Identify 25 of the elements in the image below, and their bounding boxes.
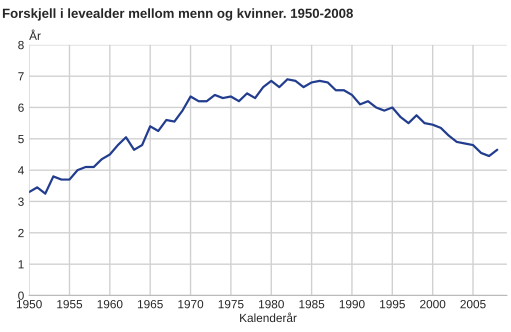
- y-tick-label: 1: [18, 260, 24, 268]
- x-tick-label: 1950: [16, 300, 42, 308]
- chart-title: Forskjell i levealder mellom menn og kvinner. 1950-2008: [2, 8, 353, 21]
- x-axis-title: Kalenderår: [240, 312, 297, 322]
- y-tick-label: 8: [18, 40, 24, 50]
- x-tick-label: 2005: [460, 300, 486, 308]
- x-tick-label: 1975: [218, 300, 244, 308]
- x-tick-label: 1965: [138, 300, 163, 308]
- x-tick-label: 1970: [178, 300, 204, 308]
- y-tick-label: 2: [18, 228, 24, 238]
- x-tick-label: 1995: [380, 300, 405, 308]
- y-tick-label: 3: [18, 198, 24, 206]
- line-series: [29, 78, 498, 195]
- x-tick-label: 1960: [98, 300, 123, 308]
- y-tick-label: 4: [18, 166, 24, 174]
- x-tick-label: 2000: [420, 300, 446, 308]
- y-tick-label: 5: [18, 134, 24, 144]
- y-axis-title: År: [29, 30, 41, 40]
- x-tick-label: 1990: [340, 300, 365, 308]
- x-tick-label: 1985: [299, 300, 324, 308]
- x-tick-label: 1980: [259, 300, 284, 308]
- y-tick-label: 0: [18, 292, 24, 300]
- x-tick-label: 1955: [57, 300, 82, 308]
- y-tick-label: 6: [18, 104, 24, 112]
- y-tick-label: 7: [18, 72, 24, 80]
